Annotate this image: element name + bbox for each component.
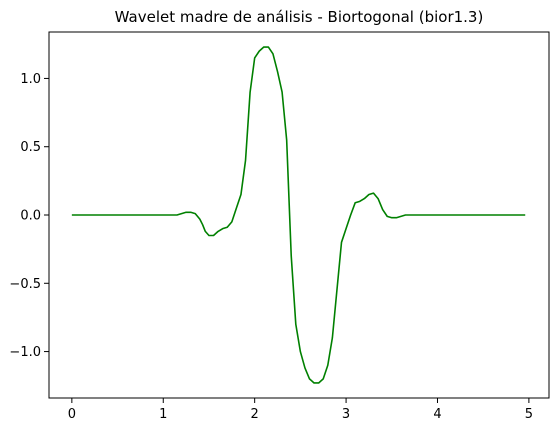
x-tick-label: 4 [433,407,441,422]
series-line [71,46,526,384]
y-axis: 1.0 0.5 0.0 −0.5 −1.0 [9,72,49,360]
x-tick-label: 2 [251,407,259,422]
y-tick-label: 0.5 [20,140,41,155]
chart-title: Wavelet madre de análisis - Biortogonal … [115,8,484,26]
x-tick-label: 0 [68,407,76,422]
y-tick-label: 1.0 [20,72,41,87]
y-tick-label: −1.0 [9,345,41,360]
x-tick-label: 5 [525,407,533,422]
y-tick-label: 0.0 [20,209,41,224]
x-tick-label: 3 [342,407,350,422]
x-axis: 0 1 2 3 4 5 [68,398,533,422]
x-tick-label: 1 [159,407,167,422]
y-tick-label: −0.5 [9,277,41,292]
